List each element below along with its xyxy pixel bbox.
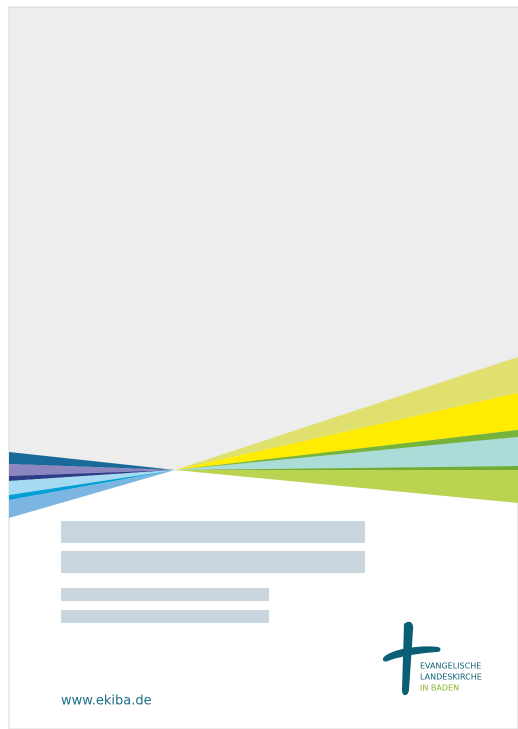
title-placeholder — [61, 521, 365, 543]
cover: EVANGELISCHE LANDESKIRCHE IN BADEN www.e… — [0, 0, 518, 729]
subtitle-placeholder — [61, 588, 269, 601]
logo-text: IN BADEN — [420, 684, 459, 693]
title-placeholder — [61, 551, 365, 573]
footer-url: www.ekiba.de — [61, 694, 152, 709]
logo-text: EVANGELISCHE — [420, 662, 481, 671]
subtitle-placeholder — [61, 610, 269, 623]
page: EVANGELISCHE LANDESKIRCHE IN BADEN www.e… — [0, 0, 518, 729]
logo-text: LANDESKIRCHE — [420, 673, 482, 682]
